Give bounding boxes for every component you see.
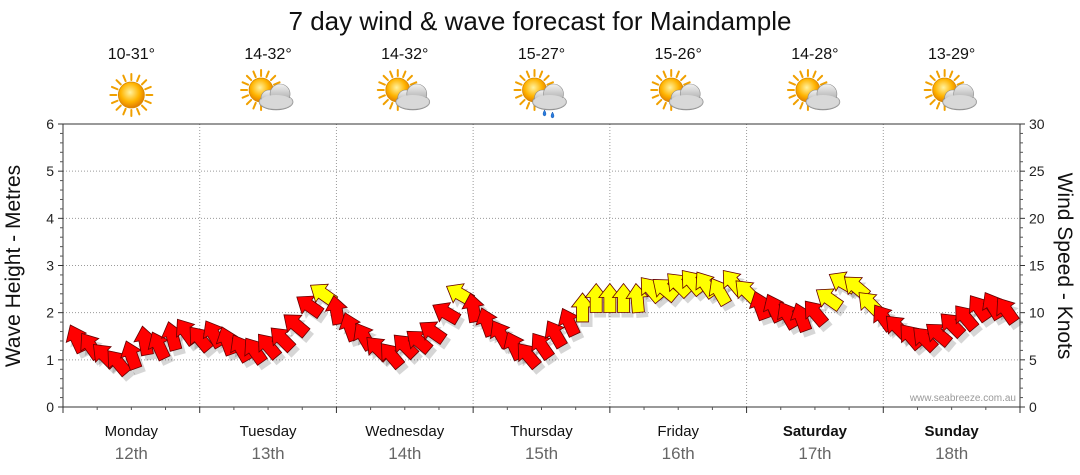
day-labels: Monday 12th Tuesday 13th Wednesday 14th Thursd… (62, 407, 1021, 463)
y-left-axis: 0 1 2 3 4 5 6 (46, 116, 63, 415)
partly-cloudy-icon (786, 69, 841, 111)
y-left-tick-label: 2 (46, 305, 54, 321)
day-name: Wednesday (365, 423, 444, 440)
y-left-tick-label: 0 (46, 399, 54, 415)
y-right-tick-label: 20 (1029, 210, 1045, 226)
temperature-range: 14-28° (791, 46, 838, 63)
partly-cloudy-icon (923, 69, 977, 111)
day-date: 14th (388, 444, 421, 463)
sunny-icon (109, 73, 154, 117)
day-name: Saturday (783, 423, 848, 440)
y-right-tick-label: 10 (1029, 305, 1045, 321)
y-right-tick-label: 5 (1029, 352, 1037, 368)
wind-arrow (296, 295, 325, 320)
day-date: 12th (115, 444, 148, 463)
wind-arrows (65, 270, 1024, 382)
day-name: Thursday (510, 423, 573, 440)
partly-cloudy-icon (650, 69, 704, 111)
wind-arrow (283, 314, 311, 339)
wind-arrow (517, 343, 542, 371)
y-right-axis-title: Wind Speed - Knots (1053, 173, 1076, 360)
temperature-range: 14-32° (381, 46, 428, 63)
temperature-range: 13-29° (928, 46, 975, 63)
partly-cloudy-icon (240, 69, 294, 111)
wind-arrow (557, 307, 581, 338)
wind-arrow (955, 305, 980, 333)
wind-arrow (925, 323, 954, 349)
day-date: 17th (798, 444, 831, 463)
wind-arrow (913, 327, 940, 354)
partly-cloudy-icon (376, 69, 431, 111)
wind-arrow (611, 282, 636, 313)
credit-label: www.seabreeze.com.au (909, 393, 1016, 404)
wind-arrow (531, 332, 556, 362)
day-name: Sunday (925, 423, 980, 440)
y-right-tick-label: 0 (1029, 399, 1037, 415)
wind-arrow (940, 313, 967, 340)
temperature-range: 14-32° (244, 46, 291, 63)
y-left-tick-label: 5 (46, 163, 54, 179)
day-date: 16th (662, 444, 695, 463)
y-left-tick-label: 3 (46, 258, 54, 274)
wind-arrow (432, 302, 462, 326)
wind-arrow (393, 334, 420, 361)
y-left-tick-label: 4 (46, 210, 54, 226)
day-name: Friday (657, 423, 699, 440)
temperature-row: 10-31° 14-32° 14-32° 15-27° 15-26° 14-28° 13-2… (108, 46, 976, 63)
wind-arrow (598, 282, 622, 313)
cloudy-showers-icon (513, 69, 567, 119)
day-date: 13th (252, 444, 285, 463)
weather-icons (109, 69, 977, 119)
y-right-tick-label: 25 (1029, 163, 1045, 179)
wind-arrow (406, 330, 434, 356)
day-date: 18th (935, 444, 968, 463)
wind-arrow (804, 300, 830, 328)
wind-arrow (419, 321, 448, 346)
wind-arrow (570, 292, 595, 323)
wind-arrow (244, 337, 268, 366)
wind-arrow (544, 320, 568, 350)
temperature-range: 15-26° (655, 46, 702, 63)
wind-arrow (584, 282, 609, 313)
day-name: Monday (105, 423, 159, 440)
wind-arrow (381, 343, 406, 371)
chart-title: 7 day wind & wave forecast for Maindampl… (289, 6, 792, 36)
wind-arrow (996, 297, 1020, 326)
temperature-range: 10-31° (108, 46, 155, 63)
wind-arrow (147, 331, 171, 362)
wind-arrow (815, 288, 845, 313)
wind-arrow (748, 290, 772, 322)
y-right-tick-label: 30 (1029, 116, 1045, 132)
wind-arrow (120, 340, 143, 371)
y-left-tick-label: 1 (46, 352, 54, 368)
y-right-tick-label: 15 (1029, 258, 1045, 274)
day-name: Tuesday (240, 423, 297, 440)
wind-arrow (258, 333, 283, 361)
temperature-range: 15-27° (518, 46, 565, 63)
wind-arrow (270, 327, 297, 354)
y-left-axis-title: Wave Height - Metres (2, 165, 25, 367)
y-right-axis: 0 5 10 15 20 25 30 (1020, 116, 1045, 415)
y-left-tick-label: 6 (46, 116, 54, 132)
day-date: 15th (525, 444, 558, 463)
